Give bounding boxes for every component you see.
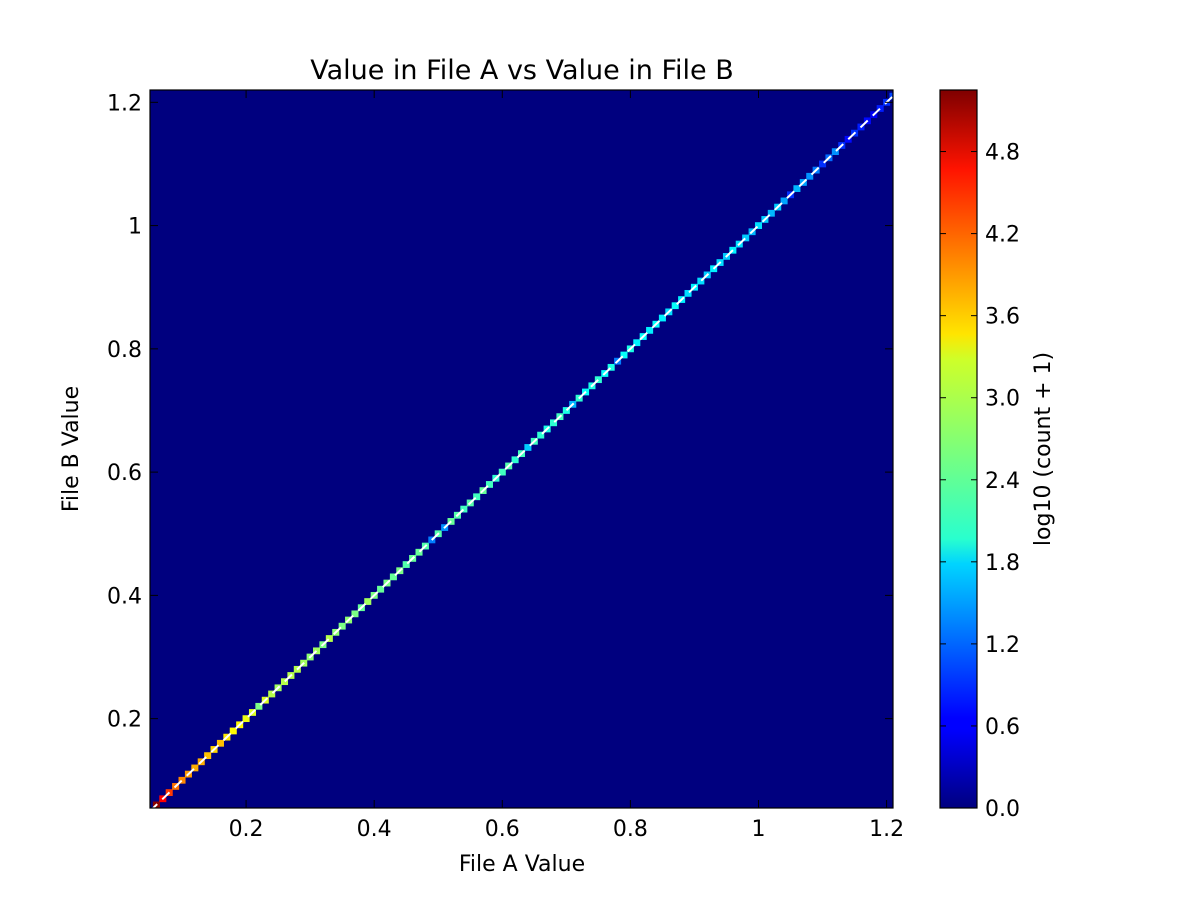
chart-title: Value in File A vs Value in File B — [310, 55, 734, 86]
y-tick-label: 0.6 — [107, 461, 142, 486]
colorbar-tick-label: 3.6 — [985, 305, 1020, 330]
heatmap-cell — [377, 585, 385, 593]
heatmap-cell — [876, 105, 884, 112]
heatmap-cell — [191, 764, 199, 772]
x-axis-ticks: 0.2 0.4 0.6 0.8 1 1.2 — [229, 90, 904, 842]
colorbar-tick-label: 1.2 — [985, 633, 1020, 658]
heatmap-cell — [485, 481, 493, 488]
heatmap-cell — [550, 419, 558, 427]
y-axis-ticks: 0.2 0.4 0.6 0.8 1 1.2 — [107, 91, 893, 733]
heatmap-cell — [389, 573, 397, 581]
heatmap-cell — [633, 339, 641, 347]
plot-background — [150, 90, 893, 808]
heatmap-cell — [562, 407, 570, 414]
heatmap-cell — [280, 678, 289, 686]
heatmap-cell — [325, 635, 333, 642]
heatmap-cell — [793, 185, 801, 192]
colorbar — [939, 89, 978, 809]
colorbar-label: log10 (count + 1) — [1031, 352, 1056, 546]
heatmap-cell — [537, 431, 545, 439]
heatmap-cell — [268, 690, 276, 698]
heatmap-cell — [742, 234, 750, 242]
heatmap-cell — [511, 456, 519, 464]
x-tick-label: 1.2 — [869, 817, 904, 842]
y-tick-label: 1 — [128, 215, 142, 240]
heatmap-cell — [364, 598, 372, 605]
heatmap-cell — [351, 610, 359, 618]
heatmap-cell — [402, 561, 410, 568]
heatmap-cell — [338, 622, 346, 630]
heatmap-cell — [229, 727, 237, 735]
heatmap-cell — [646, 326, 654, 334]
colorbar-tick-label: 2.4 — [985, 469, 1020, 494]
heatmap-cell — [620, 351, 628, 359]
heatmap-cell — [806, 172, 814, 180]
heatmap-cell — [498, 468, 506, 476]
y-tick-label: 0.2 — [107, 708, 142, 733]
colorbar-tick-label: 0.6 — [985, 715, 1020, 740]
colorbar-tick-label: 1.8 — [985, 551, 1020, 576]
colorbar-tick-label: 0.0 — [985, 797, 1020, 822]
x-tick-label: 0.2 — [229, 817, 264, 842]
heatmap-cell — [313, 647, 321, 655]
y-tick-label: 0.4 — [107, 584, 142, 609]
y-tick-label: 1.2 — [107, 91, 142, 116]
heatmap-cell — [255, 702, 263, 710]
colorbar-tick-label: 3.0 — [985, 387, 1020, 412]
colorbar-tick-label: 4.2 — [985, 223, 1020, 248]
heatmap-cell — [831, 148, 839, 156]
reference-line — [151, 95, 893, 808]
heatmap-cell — [607, 363, 615, 371]
heatmap-cell — [594, 376, 602, 384]
heatmap-cell — [658, 314, 666, 322]
x-tick-label: 1 — [751, 817, 765, 842]
heatmap-cell — [844, 135, 852, 143]
x-tick-label: 0.4 — [357, 817, 392, 842]
heatmap-cell — [460, 505, 468, 513]
plot-frame — [149, 89, 894, 809]
heatmap-cell — [697, 277, 705, 285]
heatmap-cell — [767, 209, 775, 217]
heatmap-cell — [671, 302, 679, 310]
heatmap-cell — [889, 92, 893, 100]
heatmap-cell — [780, 197, 788, 205]
heatmap-cell — [524, 444, 532, 451]
heatmap-cell — [754, 222, 763, 229]
x-axis-label: File A Value — [459, 852, 585, 877]
heatmap-cell — [178, 776, 186, 784]
heatmap-cell — [204, 752, 212, 760]
y-tick-label: 0.8 — [107, 338, 142, 363]
x-tick-label: 0.8 — [613, 817, 648, 842]
x-tick-label: 0.6 — [485, 817, 520, 842]
heatmap-cell — [684, 289, 692, 297]
heatmap-cell — [415, 548, 423, 556]
heatmap-cell — [819, 160, 827, 168]
colorbar-tick-label: 4.8 — [985, 141, 1020, 166]
heatmap-cell — [216, 739, 224, 747]
colorbar-ticks: 0.0 0.6 1.2 1.8 2.4 3.0 3.6 4.2 4.8 — [940, 141, 1020, 822]
heatmap-cell — [473, 493, 481, 501]
y-axis-label: File B Value — [59, 386, 84, 512]
heatmap-cell — [242, 715, 250, 723]
